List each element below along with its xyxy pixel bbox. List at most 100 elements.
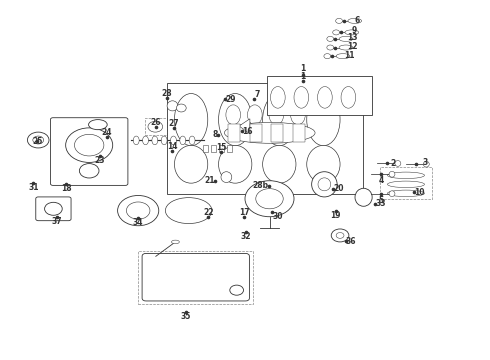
Ellipse shape bbox=[336, 54, 350, 59]
Ellipse shape bbox=[161, 136, 167, 145]
Text: 26: 26 bbox=[150, 118, 161, 127]
Bar bbox=[227, 145, 232, 152]
Ellipse shape bbox=[226, 105, 241, 125]
Bar bbox=[271, 124, 283, 142]
Ellipse shape bbox=[388, 172, 424, 179]
Ellipse shape bbox=[247, 105, 262, 125]
Ellipse shape bbox=[176, 104, 186, 112]
Ellipse shape bbox=[224, 122, 315, 143]
Text: 31: 31 bbox=[28, 183, 39, 192]
Text: 18: 18 bbox=[61, 184, 72, 193]
Text: 13: 13 bbox=[347, 33, 357, 42]
Ellipse shape bbox=[318, 178, 331, 191]
Circle shape bbox=[336, 18, 343, 23]
Text: 14: 14 bbox=[167, 142, 178, 151]
Text: 17: 17 bbox=[239, 208, 249, 217]
Circle shape bbox=[327, 36, 334, 41]
Circle shape bbox=[27, 132, 49, 148]
Text: 29: 29 bbox=[225, 95, 236, 104]
Ellipse shape bbox=[389, 191, 395, 197]
Ellipse shape bbox=[423, 161, 429, 167]
Ellipse shape bbox=[307, 94, 340, 146]
Circle shape bbox=[245, 181, 294, 217]
Ellipse shape bbox=[388, 181, 424, 188]
Bar bbox=[138, 251, 253, 304]
Ellipse shape bbox=[388, 190, 424, 197]
Bar bbox=[167, 83, 363, 194]
Ellipse shape bbox=[180, 136, 186, 145]
Text: 32: 32 bbox=[241, 232, 251, 241]
Text: 10: 10 bbox=[414, 188, 424, 197]
Bar bbox=[293, 124, 305, 142]
Ellipse shape bbox=[143, 136, 148, 145]
Ellipse shape bbox=[291, 105, 305, 125]
Ellipse shape bbox=[389, 171, 395, 177]
Ellipse shape bbox=[263, 94, 296, 146]
Circle shape bbox=[118, 195, 159, 226]
Bar bbox=[250, 124, 262, 142]
Text: 7: 7 bbox=[254, 90, 260, 99]
Text: 33: 33 bbox=[375, 199, 386, 208]
Ellipse shape bbox=[355, 188, 372, 206]
Text: 36: 36 bbox=[346, 237, 356, 246]
Ellipse shape bbox=[294, 87, 309, 108]
Text: 21: 21 bbox=[204, 176, 215, 185]
Circle shape bbox=[148, 121, 163, 132]
Ellipse shape bbox=[219, 145, 252, 183]
Bar bbox=[203, 145, 208, 152]
Circle shape bbox=[327, 45, 334, 50]
Bar bbox=[267, 76, 372, 115]
Text: 23: 23 bbox=[95, 156, 105, 165]
Circle shape bbox=[333, 30, 340, 35]
Text: 8: 8 bbox=[213, 130, 218, 139]
Text: 28b: 28b bbox=[252, 181, 269, 190]
Circle shape bbox=[324, 54, 331, 59]
Text: 9: 9 bbox=[352, 26, 357, 35]
Ellipse shape bbox=[219, 94, 252, 146]
Ellipse shape bbox=[312, 172, 337, 197]
FancyBboxPatch shape bbox=[142, 253, 249, 301]
Ellipse shape bbox=[174, 94, 208, 146]
Ellipse shape bbox=[307, 145, 340, 183]
Bar bbox=[196, 84, 236, 109]
Ellipse shape bbox=[189, 136, 195, 145]
Text: 20: 20 bbox=[333, 184, 343, 193]
Ellipse shape bbox=[341, 87, 356, 108]
Bar bbox=[219, 145, 224, 152]
Text: 25: 25 bbox=[32, 137, 43, 146]
Ellipse shape bbox=[133, 136, 139, 145]
Circle shape bbox=[74, 134, 104, 156]
Circle shape bbox=[256, 189, 283, 209]
Ellipse shape bbox=[174, 145, 208, 183]
Circle shape bbox=[79, 163, 99, 178]
Text: 6: 6 bbox=[355, 17, 360, 26]
FancyBboxPatch shape bbox=[50, 118, 128, 185]
Ellipse shape bbox=[221, 172, 232, 183]
Polygon shape bbox=[239, 119, 250, 134]
Text: 19: 19 bbox=[330, 211, 341, 220]
FancyBboxPatch shape bbox=[36, 197, 71, 221]
Text: 4: 4 bbox=[379, 176, 384, 185]
Bar bbox=[145, 118, 167, 135]
Ellipse shape bbox=[172, 240, 179, 244]
Text: 1: 1 bbox=[300, 72, 305, 81]
Ellipse shape bbox=[270, 87, 285, 108]
Circle shape bbox=[33, 136, 44, 144]
Circle shape bbox=[230, 285, 244, 295]
Ellipse shape bbox=[263, 145, 296, 183]
Text: 12: 12 bbox=[347, 42, 357, 51]
Text: 15: 15 bbox=[216, 143, 227, 152]
Ellipse shape bbox=[269, 105, 284, 125]
Text: 5: 5 bbox=[379, 196, 384, 205]
Circle shape bbox=[331, 229, 349, 242]
Ellipse shape bbox=[345, 30, 359, 35]
Ellipse shape bbox=[395, 161, 401, 166]
Text: 24: 24 bbox=[101, 128, 112, 137]
Text: 11: 11 bbox=[344, 51, 354, 60]
Ellipse shape bbox=[171, 136, 176, 145]
Ellipse shape bbox=[89, 120, 107, 130]
Text: 16: 16 bbox=[242, 127, 252, 136]
Text: 3: 3 bbox=[422, 158, 428, 167]
Ellipse shape bbox=[318, 87, 332, 108]
Circle shape bbox=[45, 202, 62, 215]
